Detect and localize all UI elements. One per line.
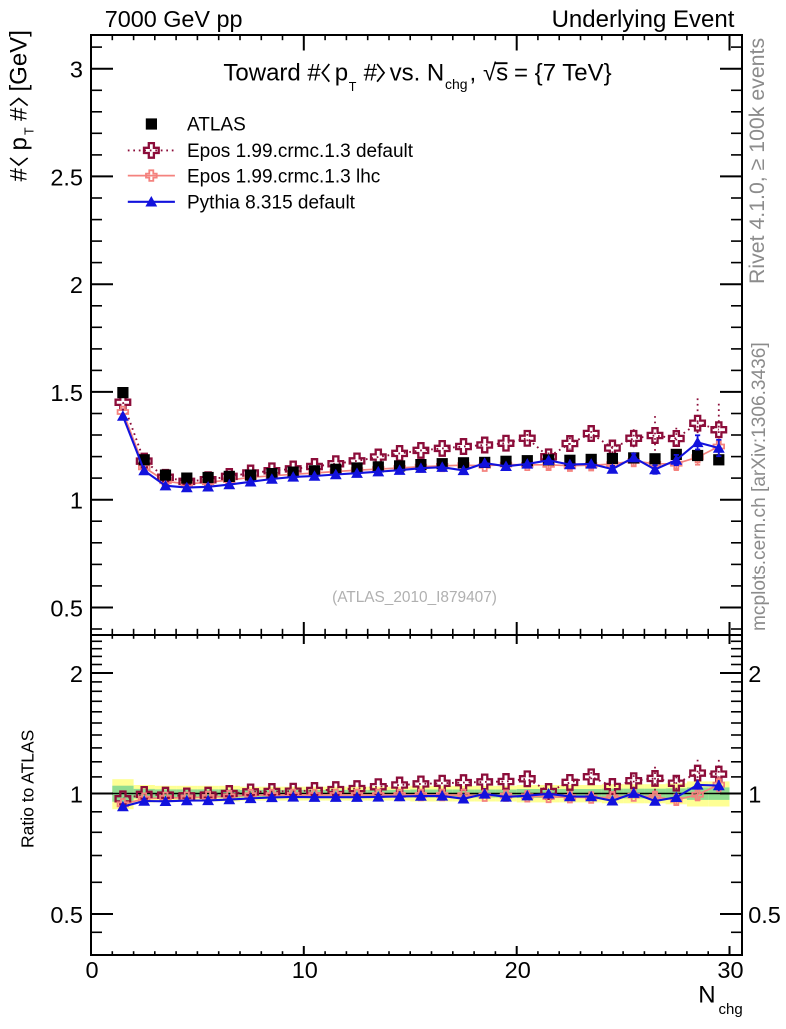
svg-text:2: 2: [70, 272, 83, 298]
svg-text:10: 10: [292, 957, 318, 983]
svg-text:Ratio to ATLAS: Ratio to ATLAS: [18, 730, 38, 848]
svg-text:(ATLAS_2010_I879407): (ATLAS_2010_I879407): [332, 589, 497, 606]
svg-text:chg: chg: [719, 1001, 743, 1018]
svg-text:Pythia 8.315 default: Pythia 8.315 default: [187, 193, 356, 214]
svg-text:[GeV]: [GeV]: [6, 30, 33, 91]
svg-text:mcplots.cern.ch [arXiv:1306.34: mcplots.cern.ch [arXiv:1306.3436]: [749, 342, 770, 631]
svg-text:20: 20: [505, 957, 531, 983]
svg-text:p: p: [6, 137, 33, 150]
svg-text:1: 1: [70, 488, 83, 514]
svg-text:1: 1: [70, 782, 83, 808]
svg-text:vs. N: vs. N: [390, 60, 445, 87]
svg-text:chg: chg: [445, 76, 468, 92]
svg-text:Rivet 4.1.0, ≥ 100k events: Rivet 4.1.0, ≥ 100k events: [745, 38, 769, 284]
svg-text:Underlying Event: Underlying Event: [552, 6, 735, 33]
svg-text:#: #: [364, 60, 378, 87]
svg-text:N: N: [698, 982, 715, 1009]
svg-text:3: 3: [70, 57, 83, 83]
svg-text:0.5: 0.5: [50, 902, 83, 928]
svg-text:ATLAS: ATLAS: [187, 115, 246, 136]
svg-text:0: 0: [85, 957, 98, 983]
svg-text:T: T: [349, 80, 357, 94]
svg-text:2: 2: [748, 661, 761, 687]
svg-text:p: p: [335, 60, 348, 87]
svg-text:#: #: [6, 168, 33, 182]
svg-text:Epos 1.99.crmc.1.3 lhc: Epos 1.99.crmc.1.3 lhc: [187, 166, 380, 187]
svg-text:= {7 TeV}: = {7 TeV}: [514, 60, 612, 87]
svg-text:1.5: 1.5: [50, 380, 83, 406]
svg-text:0.5: 0.5: [748, 902, 781, 928]
svg-text:30: 30: [717, 957, 743, 983]
svg-text:T: T: [23, 127, 37, 135]
svg-text:Epos 1.99.crmc.1.3 default: Epos 1.99.crmc.1.3 default: [187, 141, 414, 162]
svg-text:2.5: 2.5: [50, 164, 83, 190]
svg-text:1: 1: [748, 782, 761, 808]
svg-text:2: 2: [70, 661, 83, 687]
svg-text:7000 GeV pp: 7000 GeV pp: [105, 6, 243, 32]
svg-text:0.5: 0.5: [50, 596, 83, 622]
svg-text:Toward #: Toward #: [223, 60, 321, 87]
svg-text:#: #: [6, 107, 33, 121]
svg-text:,: ,: [470, 60, 477, 87]
